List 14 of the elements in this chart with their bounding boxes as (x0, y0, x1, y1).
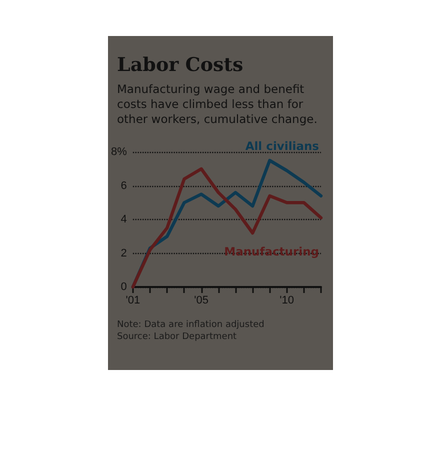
y-tick-label: 8% (110, 146, 128, 158)
series-label: All civilians (245, 139, 320, 153)
x-tick-label: '05 (194, 294, 208, 306)
text: Note: Data are inflation adjusted (117, 320, 264, 330)
chart-title: Labor Costs (117, 54, 244, 76)
y-tick-label: 6 (120, 180, 127, 192)
x-tick-label: '10 (280, 294, 294, 306)
source-note: Source: Labor Department (117, 332, 237, 342)
text: Manufacturing (224, 244, 319, 258)
chart-subtitle: Manufacturing wage and benefit costs have climbed less than for other workers, cumulative change. (117, 82, 318, 127)
y-tick-label: 0 (120, 281, 127, 293)
x-tick-label: '01 (126, 294, 140, 306)
y-tick-label: 2 (120, 247, 127, 260)
y-tick-label: 4 (120, 214, 127, 226)
